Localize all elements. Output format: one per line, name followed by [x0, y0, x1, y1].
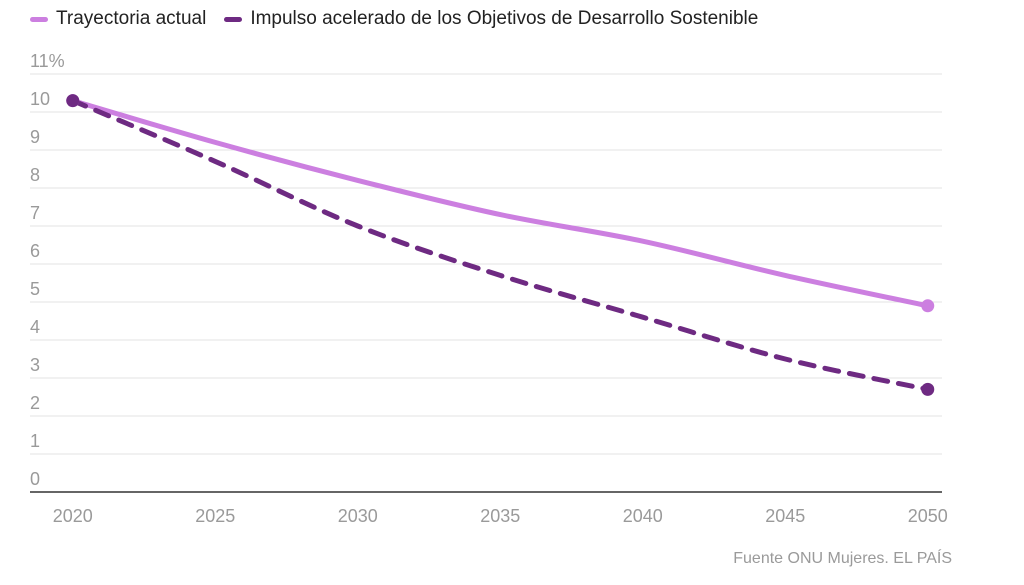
y-tick-label-10: 10: [30, 89, 50, 109]
series-point-acelerado-2050: [921, 382, 935, 396]
legend-label-acelerado: Impulso acelerado de los Objetivos de De…: [250, 8, 759, 29]
y-tick-label-2: 2: [30, 393, 40, 413]
y-tick-label-4: 4: [30, 317, 40, 337]
series-point-actual-2050: [921, 299, 935, 313]
legend-label-actual: Trayectoria actual: [56, 8, 207, 29]
series-line-acelerado: [70, 98, 931, 392]
y-tick-label-9: 9: [30, 127, 40, 147]
legend: Trayectoria actual Impulso acelerado de …: [30, 8, 776, 30]
legend-item-acelerado: Impulso acelerado de los Objetivos de De…: [224, 8, 758, 30]
legend-swatch-acelerado: [224, 16, 243, 22]
x-tick-label-2040: 2040: [623, 506, 663, 526]
y-tick-label-0: 0: [30, 469, 40, 489]
y-tick-label-7: 7: [30, 203, 40, 223]
source-note: Fuente ONU Mujeres. EL PAÍS: [733, 550, 952, 567]
x-axis-ticks: 2020 2025 2030 2035 2040 2045 2050: [53, 506, 948, 526]
series-point-acelerado-2020: [66, 94, 80, 108]
x-tick-label-2020: 2020: [53, 506, 93, 526]
series-lines: [70, 98, 931, 392]
series-line-actual: [70, 98, 931, 309]
x-tick-label-2030: 2030: [338, 506, 378, 526]
series-points: [66, 94, 935, 396]
y-axis-ticks: 0 1 2 3 4 5 6 7 8 9 10 11%: [30, 51, 65, 489]
x-tick-label-2025: 2025: [195, 506, 235, 526]
grid-lines: [30, 73, 942, 493]
x-tick-label-2035: 2035: [480, 506, 520, 526]
x-tick-label-2045: 2045: [765, 506, 805, 526]
y-tick-label-1: 1: [30, 431, 40, 451]
legend-item-actual: Trayectoria actual: [30, 8, 206, 30]
y-tick-label-6: 6: [30, 241, 40, 261]
y-tick-label-11: 11%: [30, 51, 65, 71]
y-tick-label-3: 3: [30, 355, 40, 375]
y-tick-label-8: 8: [30, 165, 40, 185]
x-tick-label-2050: 2050: [908, 506, 948, 526]
legend-swatch-actual: [30, 16, 48, 22]
y-tick-label-5: 5: [30, 279, 40, 299]
